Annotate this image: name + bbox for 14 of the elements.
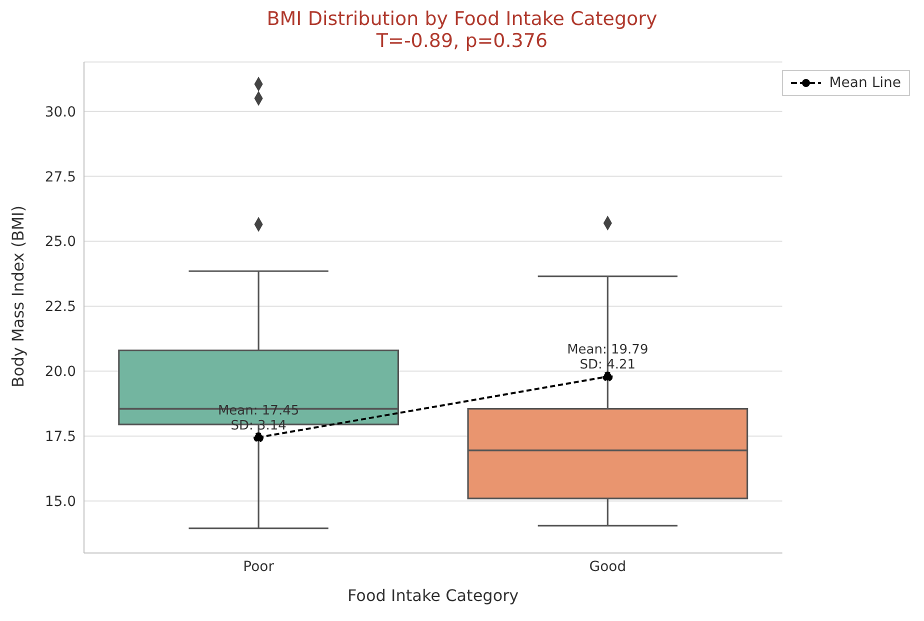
y-tick-label: 27.5 [44,169,76,186]
y-axis-title: Body Mass Index (BMI) [8,206,28,388]
x-tick-label: Good [589,558,626,575]
y-tick-label: 17.5 [44,429,76,446]
chart-title: BMI Distribution by Food Intake Category [266,8,658,30]
y-tick-label: 30.0 [44,104,76,120]
x-axis-title: Food Intake Category [348,586,519,605]
y-tick-label: 20.0 [44,364,76,380]
legend-label: Mean Line [829,75,901,91]
x-tick-label: Poor [243,558,274,575]
y-tick-label: 22.5 [44,299,76,316]
chart-subtitle: T=-0.89, p=0.376 [375,30,549,52]
y-tick-label: 15.0 [44,494,76,510]
y-tick-label: 25.0 [44,234,76,250]
